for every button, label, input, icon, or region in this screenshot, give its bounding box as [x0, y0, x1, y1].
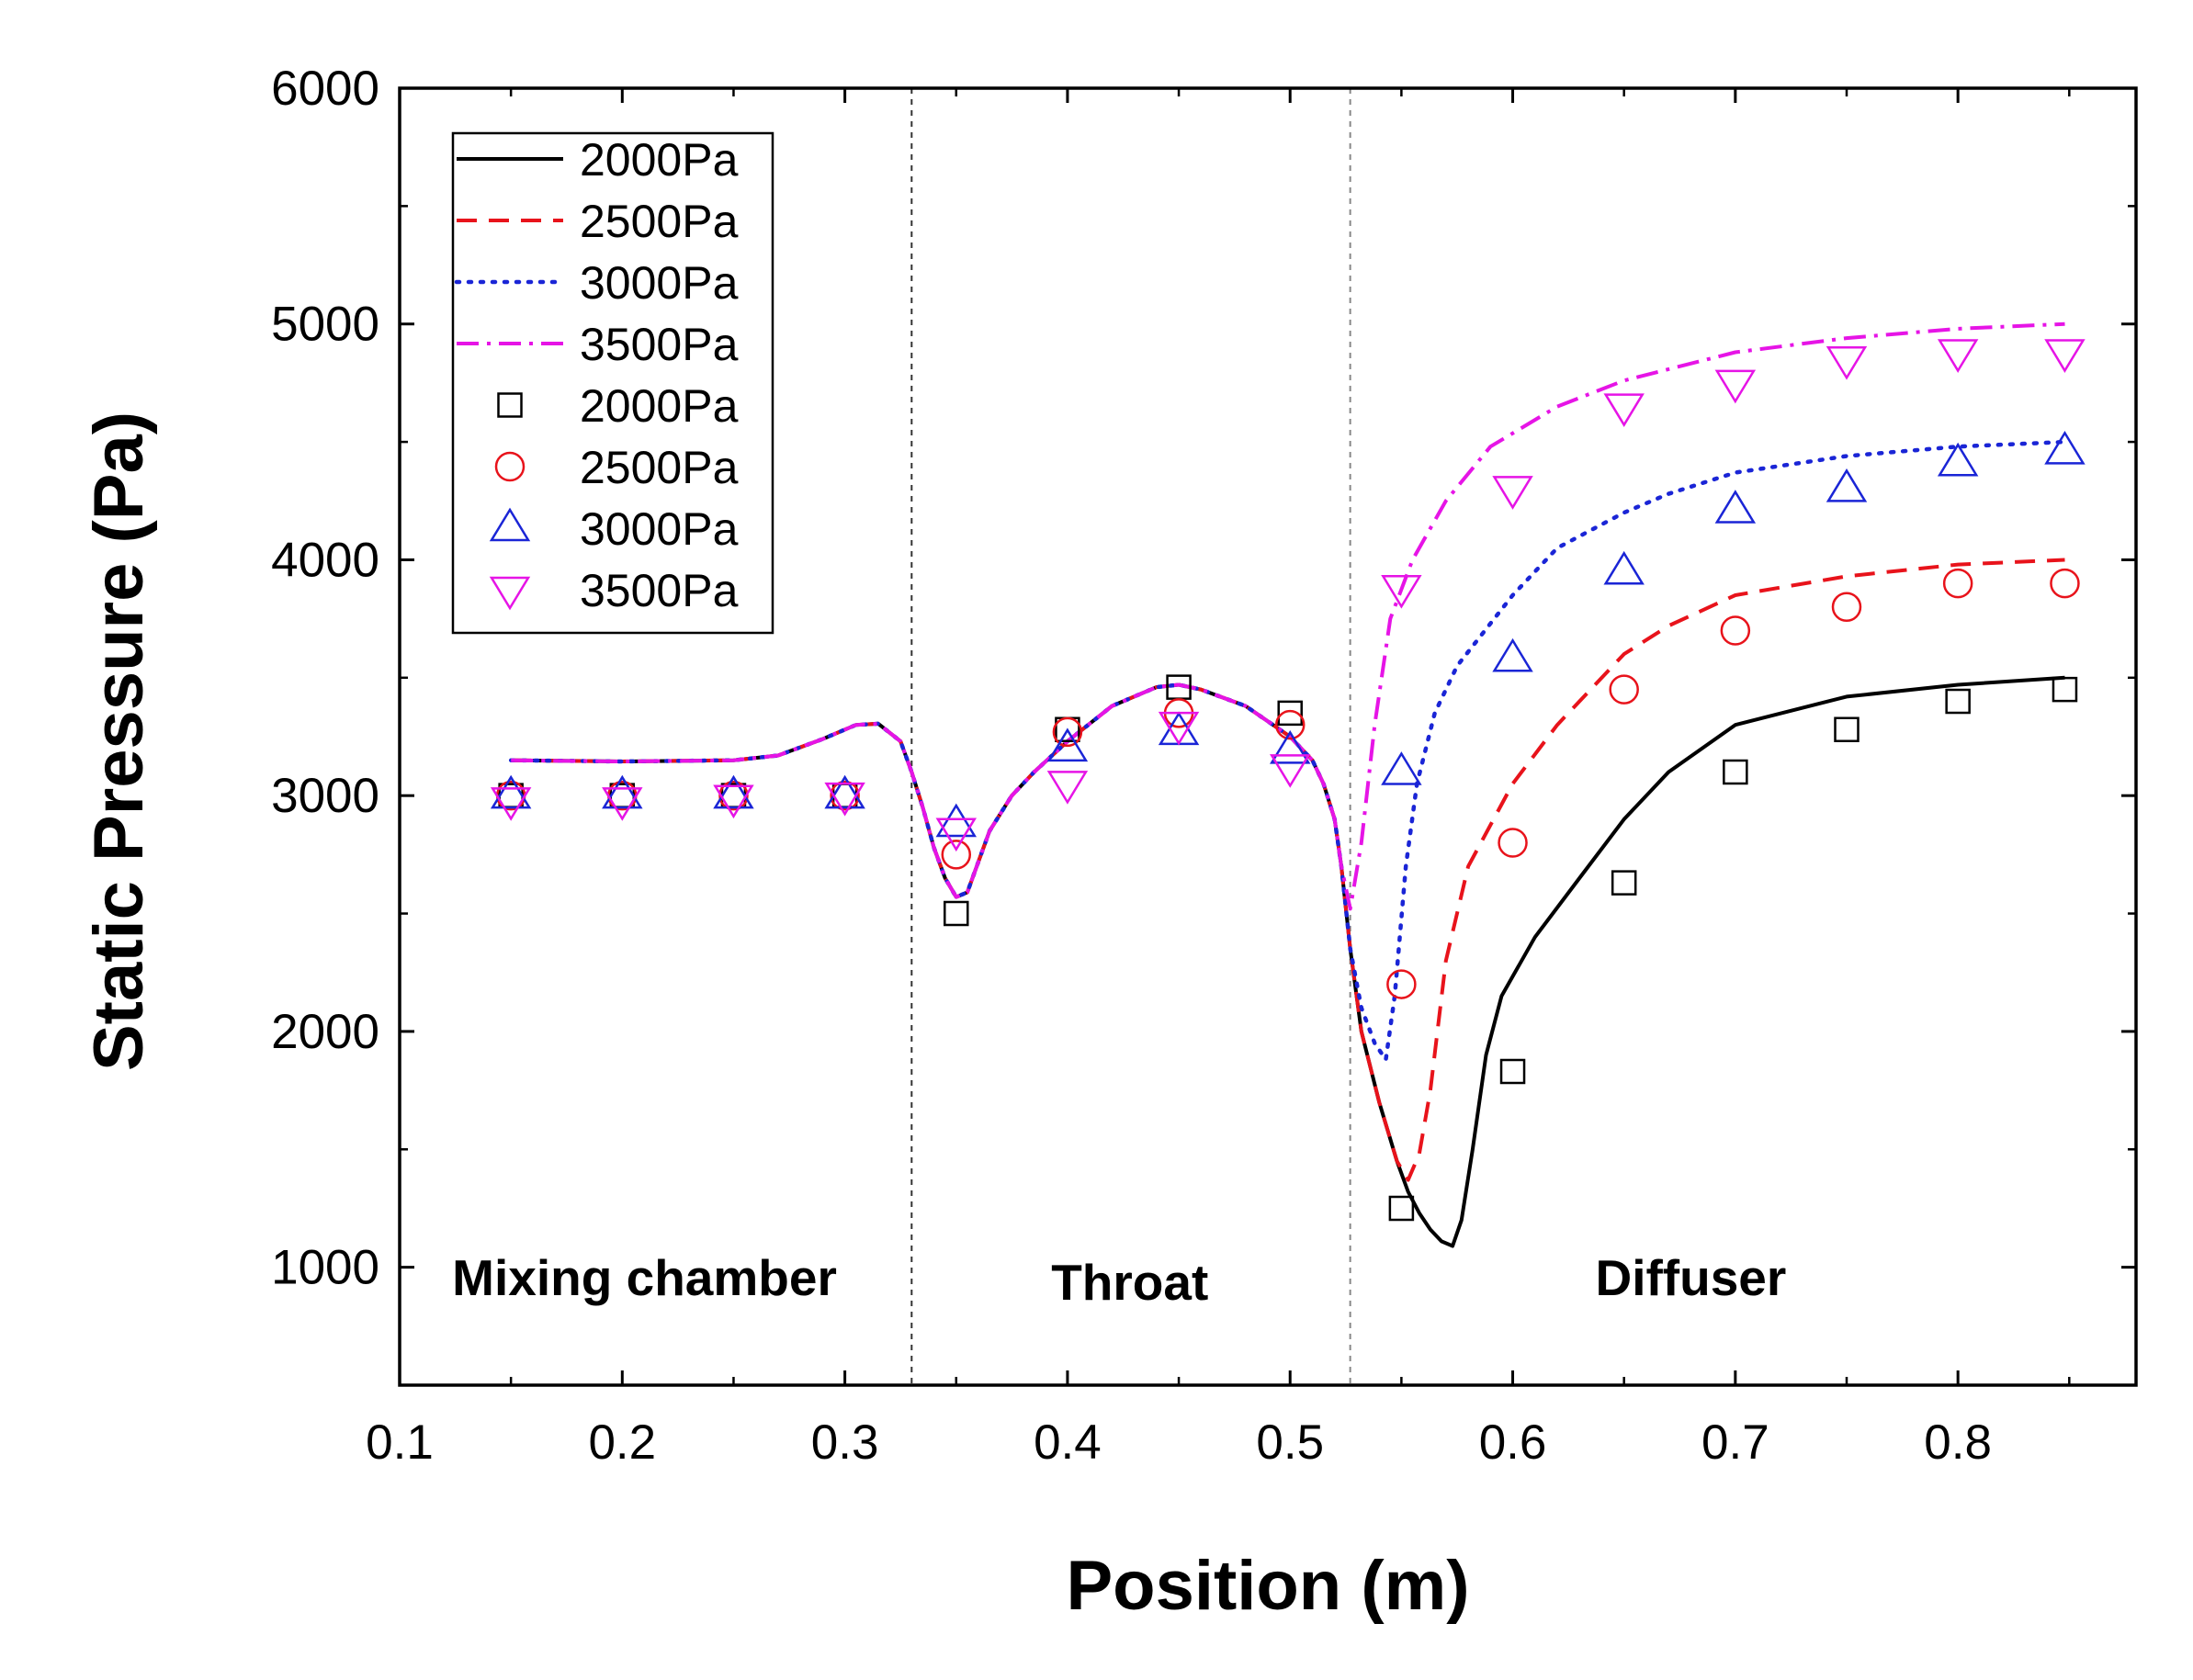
y-tick-label: 6000	[271, 62, 379, 116]
data-point-triangle-up-3000pa	[490, 774, 532, 809]
x-tick-label: 0.8	[1924, 1415, 1992, 1470]
data-point-triangle-up-3000pa	[824, 774, 865, 809]
legend-label: 2500Pa	[580, 196, 739, 247]
data-point-circle-2500pa	[1609, 674, 1639, 705]
y-tick-label: 2000	[271, 1005, 379, 1059]
data-point-triangle-down-3500pa	[602, 787, 643, 821]
data-point-triangle-up-3000pa	[602, 774, 643, 809]
data-point-triangle-up-3000pa	[2044, 430, 2086, 465]
data-point-square-2000pa	[1945, 688, 1971, 715]
series-line-3500pa-dashdot	[511, 321, 2065, 911]
legend-marker-square-2000pa	[497, 392, 523, 418]
x-tick-label: 0.1	[366, 1415, 434, 1470]
data-point-triangle-up-3000pa	[1381, 751, 1422, 785]
legend-label: 3000Pa	[580, 257, 739, 309]
data-point-triangle-up-3000pa	[1826, 468, 1868, 502]
data-point-triangle-up-3000pa	[1714, 490, 1757, 524]
data-point-triangle-down-3500pa	[935, 817, 977, 852]
data-point-triangle-down-3500pa	[1603, 393, 1645, 427]
axis-ticks: 0.1 0.2 0.3 0.4 0.5 0.6 0.7 0.8 1000 2000 3000 4000…	[271, 62, 2136, 1470]
data-point-triangle-down-3500pa	[2044, 339, 2086, 373]
legend-label: 2500Pa	[580, 442, 739, 493]
region-boundaries	[910, 88, 1351, 1385]
data-point-triangle-down-3500pa	[1381, 575, 1422, 609]
region-label-mixing-chamber: Mixing chamber	[452, 1249, 837, 1306]
data-point-triangle-up-3000pa	[1937, 442, 1979, 477]
data-point-square-2000pa	[1723, 759, 1748, 785]
legend-label: 3500Pa	[580, 565, 739, 616]
axes	[398, 86, 2138, 1387]
data-point-triangle-up-3000pa	[1270, 729, 1311, 764]
data-point-triangle-down-3500pa	[1158, 711, 1200, 746]
data-point-square-2000pa	[1166, 674, 1192, 700]
data-point-circle-2500pa	[1831, 592, 1862, 623]
data-point-triangle-down-3500pa	[1492, 476, 1533, 510]
x-tick-label: 0.7	[1701, 1415, 1769, 1470]
legend-box	[451, 131, 774, 635]
data-point-triangle-up-3000pa	[713, 774, 754, 809]
region-labels: Mixing chamber Throat Diffuser	[452, 1249, 1786, 1311]
data-point-triangle-up-3000pa	[1046, 727, 1089, 762]
data-point-square-2000pa	[2052, 676, 2078, 703]
data-point-circle-2500pa	[941, 840, 972, 870]
data-point-circle-2500pa	[607, 780, 638, 811]
data-point-square-2000pa	[1388, 1195, 1415, 1222]
data-point-circle-2500pa	[1386, 969, 1417, 999]
series-lines	[508, 321, 2067, 1248]
y-tick-label: 4000	[271, 533, 379, 587]
y-tick-label: 1000	[271, 1241, 379, 1295]
data-point-circle-2500pa	[1720, 615, 1751, 646]
data-point-circle-2500pa	[1942, 568, 1973, 599]
data-point-square-2000pa	[831, 783, 858, 808]
data-point-triangle-up-3000pa	[1492, 637, 1533, 672]
region-label-throat: Throat	[1051, 1254, 1208, 1311]
data-point-triangle-down-3500pa	[1826, 345, 1868, 380]
x-tick-label: 0.6	[1479, 1415, 1547, 1470]
legend-label: 3000Pa	[580, 503, 739, 555]
y-tick-label: 3000	[271, 769, 379, 823]
region-label-diffuser: Diffuser	[1595, 1249, 1786, 1306]
data-point-circle-2500pa	[1274, 709, 1306, 740]
data-point-triangle-down-3500pa	[1937, 339, 1979, 373]
legend-label: 2000Pa	[580, 134, 739, 186]
data-point-triangle-down-3500pa	[824, 782, 865, 817]
legend-marker-triangle-up-3000pa	[489, 507, 531, 542]
data-point-triangle-down-3500pa	[713, 784, 754, 819]
data-point-triangle-up-3000pa	[1603, 550, 1645, 585]
y-axis-title: Static Pressure (Pa)	[80, 412, 158, 1071]
data-point-square-2000pa	[944, 900, 969, 927]
data-point-triangle-down-3500pa	[490, 787, 532, 821]
legend-label: 2000Pa	[580, 380, 739, 432]
series-line-2500pa-dashed	[511, 558, 2065, 1182]
x-tick-label: 0.3	[811, 1415, 879, 1470]
data-point-triangle-up-3000pa	[935, 803, 977, 838]
x-axis-title: Position (m)	[1066, 1547, 1469, 1625]
data-point-circle-2500pa	[1498, 828, 1528, 858]
data-point-triangle-down-3500pa	[1270, 754, 1311, 788]
series-line-3000pa-dotted	[508, 439, 2067, 1062]
x-tick-label: 0.5	[1256, 1415, 1324, 1470]
legend-marker-circle-2500pa	[494, 451, 526, 482]
data-point-triangle-down-3500pa	[1714, 369, 1757, 404]
legend-marker-triangle-down-3500pa	[489, 576, 531, 611]
legend-label: 3500Pa	[580, 319, 739, 370]
plot-frame	[398, 86, 2138, 1387]
data-point-square-2000pa	[1499, 1058, 1526, 1085]
x-tick-label: 0.4	[1034, 1415, 1102, 1470]
data-point-triangle-down-3500pa	[1046, 771, 1089, 805]
y-tick-label: 5000	[271, 298, 379, 352]
data-point-square-2000pa	[1611, 870, 1637, 896]
x-tick-label: 0.2	[588, 1415, 656, 1470]
data-point-square-2000pa	[1834, 716, 1860, 743]
data-point-circle-2500pa	[495, 780, 526, 811]
data-point-circle-2500pa	[2050, 568, 2080, 599]
series-markers	[490, 339, 2086, 1222]
data-point-circle-2500pa	[1052, 716, 1083, 748]
legend: 2000Pa 2500Pa 3000Pa 3500Pa 2000Pa 2500Pa 3000…	[451, 131, 774, 635]
data-point-circle-2500pa	[830, 780, 860, 811]
